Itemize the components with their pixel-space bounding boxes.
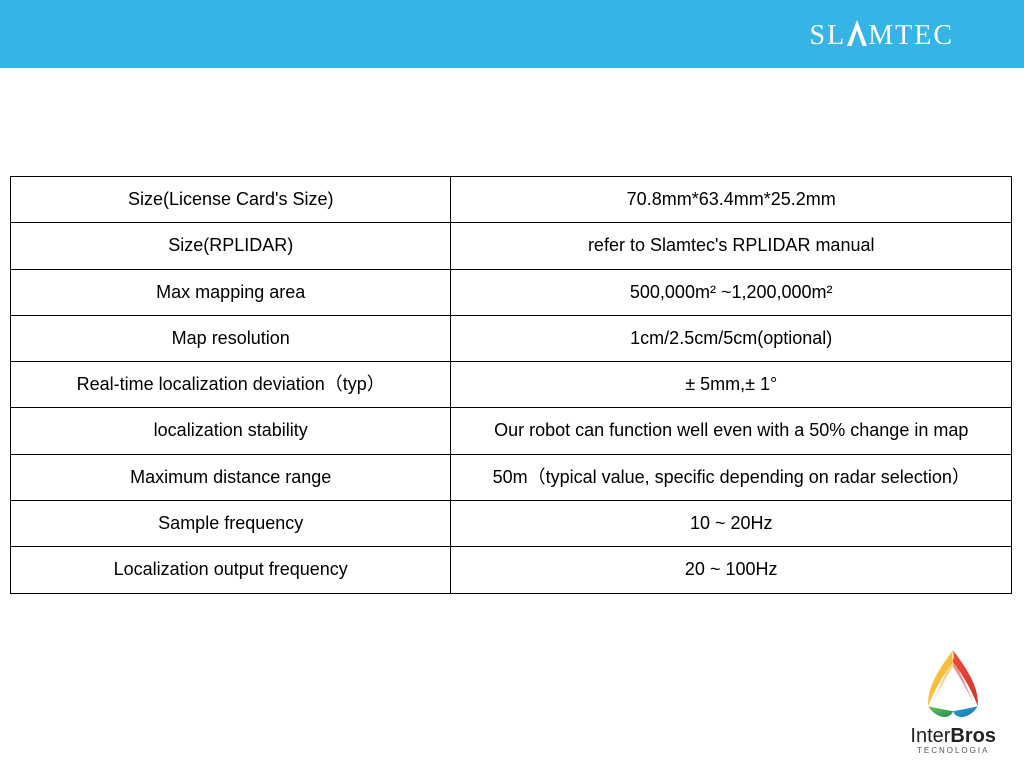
table-row: Size(License Card's Size)70.8mm*63.4mm*2… xyxy=(11,177,1012,223)
header-bar: SLMTEC xyxy=(0,0,1024,68)
spec-label: localization stability xyxy=(11,408,451,454)
spec-value: 500,000m² ~1,200,000m² xyxy=(451,269,1012,315)
spec-value: 70.8mm*63.4mm*25.2mm xyxy=(451,177,1012,223)
interbros-subtitle: TECNOLOGIA xyxy=(910,746,996,755)
interbros-prefix: Inter xyxy=(910,725,950,747)
spec-value: 1cm/2.5cm/5cm(optional) xyxy=(451,315,1012,361)
spec-label: Localization output frequency xyxy=(11,547,451,593)
slamtec-logo-text: SLMTEC xyxy=(810,20,955,51)
interbros-brand-text: InterBros xyxy=(910,725,996,748)
table-row: localization stabilityOur robot can func… xyxy=(11,408,1012,454)
spec-value: ± 5mm,± 1° xyxy=(451,362,1012,408)
spec-table: Size(License Card's Size)70.8mm*63.4mm*2… xyxy=(10,176,1012,594)
spec-value: refer to Slamtec's RPLIDAR manual xyxy=(451,223,1012,269)
table-row: Maximum distance range50m（typical value,… xyxy=(11,454,1012,500)
table-row: Real-time localization deviation（typ）± 5… xyxy=(11,362,1012,408)
spec-label: Size(License Card's Size) xyxy=(11,177,451,223)
table-row: Localization output frequency20 ~ 100Hz xyxy=(11,547,1012,593)
slamtec-logo: SLMTEC xyxy=(810,16,955,52)
spec-value: 20 ~ 100Hz xyxy=(451,547,1012,593)
spec-value: 50m（typical value, specific depending on… xyxy=(451,454,1012,500)
table-row: Map resolution1cm/2.5cm/5cm(optional) xyxy=(11,315,1012,361)
table-row: Max mapping area500,000m² ~1,200,000m² xyxy=(11,269,1012,315)
table-row: Size(RPLIDAR)refer to Slamtec's RPLIDAR … xyxy=(11,223,1012,269)
spec-label: Maximum distance range xyxy=(11,454,451,500)
interbros-icon xyxy=(911,647,995,721)
spec-label: Real-time localization deviation（typ） xyxy=(11,362,451,408)
spec-value: 10 ~ 20Hz xyxy=(451,501,1012,547)
interbros-suffix: Bros xyxy=(950,725,996,747)
spec-label: Sample frequency xyxy=(11,501,451,547)
spec-table-body: Size(License Card's Size)70.8mm*63.4mm*2… xyxy=(11,177,1012,594)
table-row: Sample frequency10 ~ 20Hz xyxy=(11,501,1012,547)
footer-logo: InterBros TECNOLOGIA xyxy=(910,647,996,755)
spec-label: Map resolution xyxy=(11,315,451,361)
spec-label: Max mapping area xyxy=(11,269,451,315)
spec-label: Size(RPLIDAR) xyxy=(11,223,451,269)
spec-value: Our robot can function well even with a … xyxy=(451,408,1012,454)
